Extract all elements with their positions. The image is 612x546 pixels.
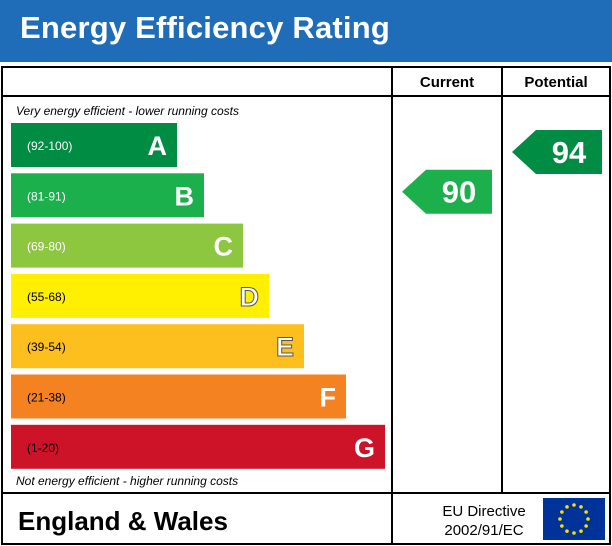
eu-flag-star <box>565 505 569 509</box>
rating-bar-c <box>11 223 243 268</box>
rating-bar-e <box>11 324 304 369</box>
potential-rating-value: 94 <box>552 135 587 170</box>
inefficient-note: Not energy efficient - higher running co… <box>16 474 238 488</box>
rating-letter-c: C <box>214 232 234 262</box>
eu-flag-star <box>572 531 576 535</box>
rating-bar-a <box>11 123 177 167</box>
directive-line-2: 2002/91/EC <box>444 522 523 539</box>
rating-band-g: (1-20) G <box>11 424 385 469</box>
rating-bar-f <box>11 374 346 419</box>
rating-band-b: (81-91) B <box>11 173 204 218</box>
current-column-header: Current <box>420 74 474 91</box>
current-rating-arrow: 90 <box>402 169 492 214</box>
eu-flag-star <box>586 517 590 521</box>
current-rating-value: 90 <box>442 175 476 210</box>
rating-letter-e: E <box>276 332 294 362</box>
current-arrow-shape <box>402 169 492 214</box>
eu-flag-star <box>572 503 576 507</box>
rating-range-e: (39-54) <box>27 340 66 354</box>
rating-range-f: (21-38) <box>27 391 66 405</box>
eu-flag-star <box>560 524 564 528</box>
rating-letter-a: A <box>148 131 168 161</box>
potential-arrow-shape <box>512 130 602 174</box>
rating-bar-b <box>11 173 204 218</box>
region-label: England & Wales <box>18 506 228 536</box>
rating-letter-f: F <box>320 383 337 413</box>
rating-band-e: (39-54) E <box>11 324 304 369</box>
potential-rating-arrow: 94 <box>512 130 602 174</box>
potential-column-header: Potential <box>524 74 587 91</box>
rating-letter-b: B <box>175 181 195 211</box>
rating-bar-g <box>11 424 385 469</box>
rating-band-f: (21-38) F <box>11 374 346 419</box>
rating-range-d: (55-68) <box>27 290 66 304</box>
eu-flag-star <box>584 524 588 528</box>
rating-band-c: (69-80) C <box>11 223 243 268</box>
rating-letter-d: D <box>240 282 260 312</box>
efficient-note: Very energy efficient - lower running co… <box>16 104 239 118</box>
rating-range-b: (81-91) <box>27 189 66 203</box>
rating-band-d: (55-68) D <box>11 273 269 318</box>
eu-flag-star <box>560 510 564 514</box>
eu-flag-icon <box>543 498 605 540</box>
eu-flag-star <box>584 510 588 514</box>
rating-letter-g: G <box>354 433 375 463</box>
rating-range-c: (69-80) <box>27 240 66 254</box>
eu-flag-star <box>579 529 583 533</box>
rating-bars: (92-100) A (81-91) B (69-80) C (55-68) D (39-54)… <box>11 123 385 469</box>
rating-band-a: (92-100) A <box>11 123 177 167</box>
rating-range-a: (92-100) <box>27 139 72 153</box>
page-title: Energy Efficiency Rating <box>20 10 391 45</box>
rating-range-g: (1-20) <box>27 441 59 455</box>
rating-bar-d <box>11 273 269 318</box>
directive-line-1: EU Directive <box>442 503 525 520</box>
eu-flag-star <box>579 505 583 509</box>
eu-flag-star <box>565 529 569 533</box>
chart-frame <box>1 66 611 545</box>
eu-flag-star <box>558 517 562 521</box>
rating-arrows: 90 94 <box>402 130 602 214</box>
header-bar: Energy Efficiency Rating <box>0 0 612 62</box>
